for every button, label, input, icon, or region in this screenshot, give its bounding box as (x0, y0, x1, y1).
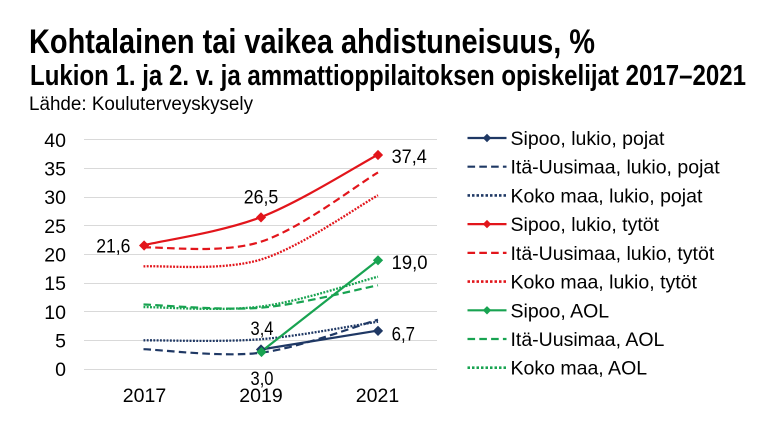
svg-text:2019: 2019 (239, 385, 282, 407)
svg-text:19,0: 19,0 (392, 252, 428, 274)
svg-text:35: 35 (44, 159, 66, 181)
svg-text:Kohtalainen tai vaikea ahdistu: Kohtalainen tai vaikea ahdistuneisuus, % (29, 23, 595, 61)
svg-text:Sipoo, lukio, tytöt: Sipoo, lukio, tytöt (511, 214, 660, 236)
svg-text:6,7: 6,7 (392, 323, 415, 345)
svg-text:Itä-Uusimaa, lukio, tytöt: Itä-Uusimaa, lukio, tytöt (511, 243, 715, 265)
svg-text:3,0: 3,0 (251, 368, 274, 390)
svg-text:5: 5 (55, 330, 66, 352)
svg-text:Koko maa, lukio, pojat: Koko maa, lukio, pojat (511, 185, 703, 207)
svg-text:26,5: 26,5 (244, 186, 279, 208)
svg-text:15: 15 (44, 273, 66, 295)
svg-text:Itä-Uusimaa, AOL: Itä-Uusimaa, AOL (511, 329, 665, 351)
svg-text:21,6: 21,6 (96, 236, 130, 258)
svg-text:0: 0 (55, 359, 66, 381)
svg-text:Sipoo, AOL: Sipoo, AOL (511, 300, 610, 322)
svg-text:37,4: 37,4 (392, 146, 427, 168)
svg-text:40: 40 (44, 130, 66, 152)
svg-text:Lukion 1. ja 2. v. ja ammattio: Lukion 1. ja 2. v. ja ammattioppilaitoks… (30, 60, 746, 92)
svg-text:Itä-Uusimaa, lukio, pojat: Itä-Uusimaa, lukio, pojat (511, 157, 721, 179)
svg-text:10: 10 (44, 302, 66, 324)
svg-text:2021: 2021 (356, 385, 399, 407)
svg-text:20: 20 (44, 244, 66, 266)
svg-text:2017: 2017 (123, 385, 166, 407)
svg-text:Koko maa, AOL: Koko maa, AOL (511, 358, 648, 380)
svg-text:25: 25 (44, 216, 66, 238)
svg-text:30: 30 (44, 187, 66, 209)
svg-text:3,4: 3,4 (251, 318, 274, 340)
svg-text:Koko maa, lukio, tytöt: Koko maa, lukio, tytöt (511, 272, 698, 294)
svg-text:Lähde: Kouluterveyskysely: Lähde: Kouluterveyskysely (29, 93, 253, 115)
svg-text:Sipoo, lukio, pojat: Sipoo, lukio, pojat (511, 128, 666, 150)
